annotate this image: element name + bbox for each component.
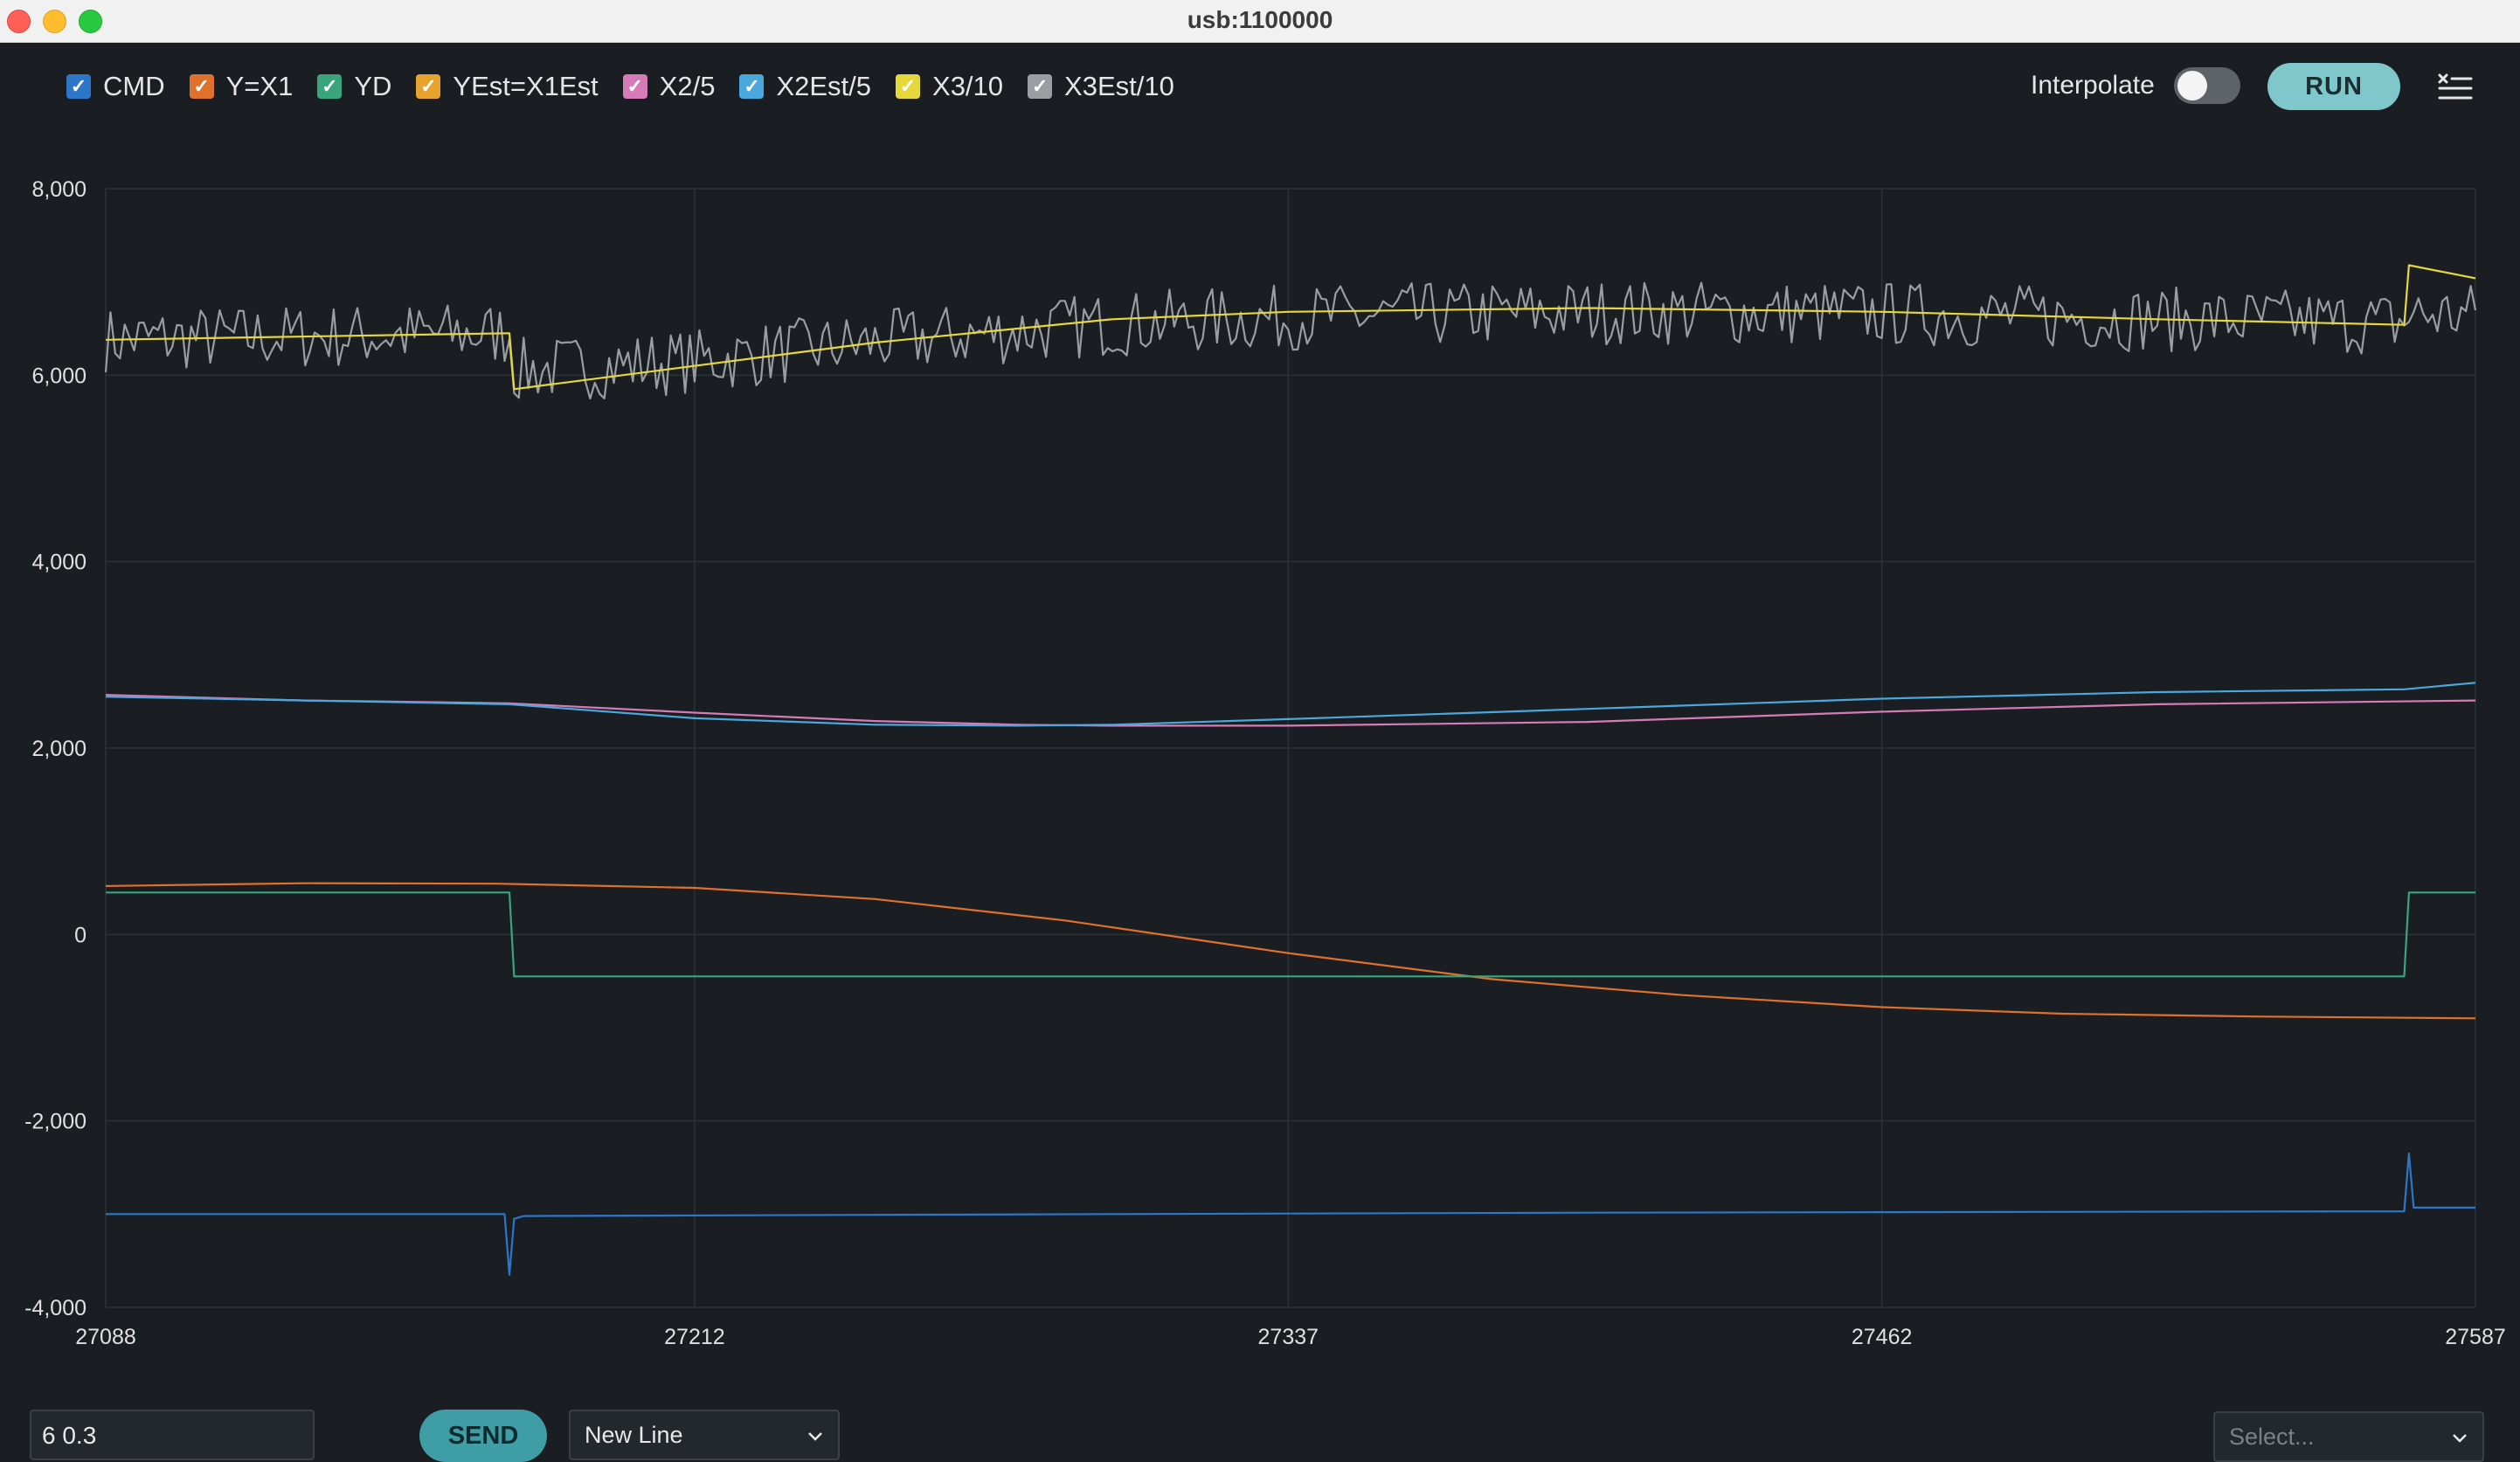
interpolate-label: Interpolate (2031, 71, 2155, 100)
series-legend: ✓ CMD ✓ Y=X1 ✓ YD ✓ YEst=X1Est ✓ X2/5 ✓ X2Est/5 ✓ X3/… (66, 67, 1199, 106)
legend-label: Y=X1 (225, 71, 294, 101)
y-tick-label: 2,000 (31, 737, 87, 761)
maximize-window-button[interactable] (79, 10, 102, 33)
x-tick-label: 27462 (1852, 1325, 1913, 1349)
legend-item[interactable]: ✓ CMD (66, 71, 165, 102)
y-tick-label: 4,000 (31, 551, 87, 575)
legend-label: X3Est/10 (1064, 71, 1174, 101)
checkbox-check-icon[interactable]: ✓ (896, 74, 921, 99)
command-input[interactable]: 6 0.3 (30, 1410, 315, 1460)
legend-item[interactable]: ✓ YD (317, 71, 391, 102)
x-tick-label: 27587 (2445, 1325, 2506, 1349)
interpolate-toggle[interactable] (2174, 67, 2240, 104)
minimize-window-button[interactable] (43, 10, 66, 33)
checkbox-check-icon[interactable]: ✓ (622, 74, 647, 99)
x-tick-label: 27088 (75, 1325, 136, 1349)
legend-label: CMD (103, 71, 165, 101)
legend-item[interactable]: ✓ X2/5 (622, 71, 716, 102)
y-tick-label: 8,000 (31, 177, 87, 202)
chevron-down-icon (2453, 1434, 2467, 1443)
series-line (105, 694, 2476, 727)
run-button[interactable]: RUN (2267, 63, 2400, 110)
window-titlebar: usb:1100000 (0, 0, 2520, 43)
legend-item[interactable]: ✓ X3Est/10 (1028, 71, 1174, 102)
checkbox-check-icon[interactable]: ✓ (416, 74, 441, 99)
legend-label: X3/10 (932, 71, 1004, 101)
serial-plotter: ✓ CMD ✓ Y=X1 ✓ YD ✓ YEst=X1Est ✓ X2/5 ✓ X2Est/5 ✓ X3/… (0, 43, 2520, 1462)
checkbox-check-icon[interactable]: ✓ (739, 74, 765, 99)
y-tick-label: 6,000 (31, 364, 87, 388)
port-select[interactable]: Select... (2213, 1411, 2484, 1462)
line-ending-select[interactable]: New Line (569, 1410, 840, 1460)
clear-list-icon[interactable] (2438, 72, 2473, 103)
legend-item[interactable]: ✓ Y=X1 (189, 71, 294, 102)
series-line (105, 264, 2476, 391)
series-line (105, 882, 2476, 1020)
chevron-down-icon (808, 1432, 822, 1441)
legend-item[interactable]: ✓ YEst=X1Est (416, 71, 599, 102)
window-title: usb:1100000 (1187, 6, 1333, 33)
checkbox-check-icon[interactable]: ✓ (189, 74, 214, 99)
legend-item[interactable]: ✓ X2Est/5 (739, 71, 871, 102)
port-placeholder: Select... (2229, 1423, 2315, 1450)
y-tick-label: 0 (74, 923, 87, 947)
checkbox-check-icon[interactable]: ✓ (317, 74, 343, 99)
legend-label: X2/5 (659, 71, 716, 101)
plot-area: 8,000 6,000 4,000 2,000 0 -2,000 -4,000 27088 27… (24, 177, 2506, 1349)
x-tick-label: 27337 (1258, 1325, 1319, 1349)
legend-item[interactable]: ✓ X3/10 (896, 71, 1003, 102)
series-line (104, 281, 2477, 400)
legend-label: YEst=X1Est (453, 71, 599, 101)
send-bar: 6 0.3 SEND New Line Select... (0, 1362, 2520, 1462)
y-tick-label: -4,000 (24, 1296, 87, 1320)
series-line (105, 682, 2476, 727)
checkbox-check-icon[interactable]: ✓ (1028, 74, 1053, 99)
y-tick-label: -2,000 (24, 1110, 87, 1134)
series-line (106, 891, 2475, 978)
series-line (106, 1152, 2475, 1276)
legend-label: X2Est/5 (776, 71, 872, 101)
close-window-button[interactable] (7, 10, 31, 33)
line-ending-value: New Line (585, 1421, 683, 1448)
checkbox-check-icon[interactable]: ✓ (66, 74, 91, 99)
legend-label: YD (354, 71, 392, 101)
send-button[interactable]: SEND (419, 1410, 547, 1462)
x-tick-label: 27212 (664, 1325, 725, 1349)
toggle-knob (2177, 71, 2207, 100)
